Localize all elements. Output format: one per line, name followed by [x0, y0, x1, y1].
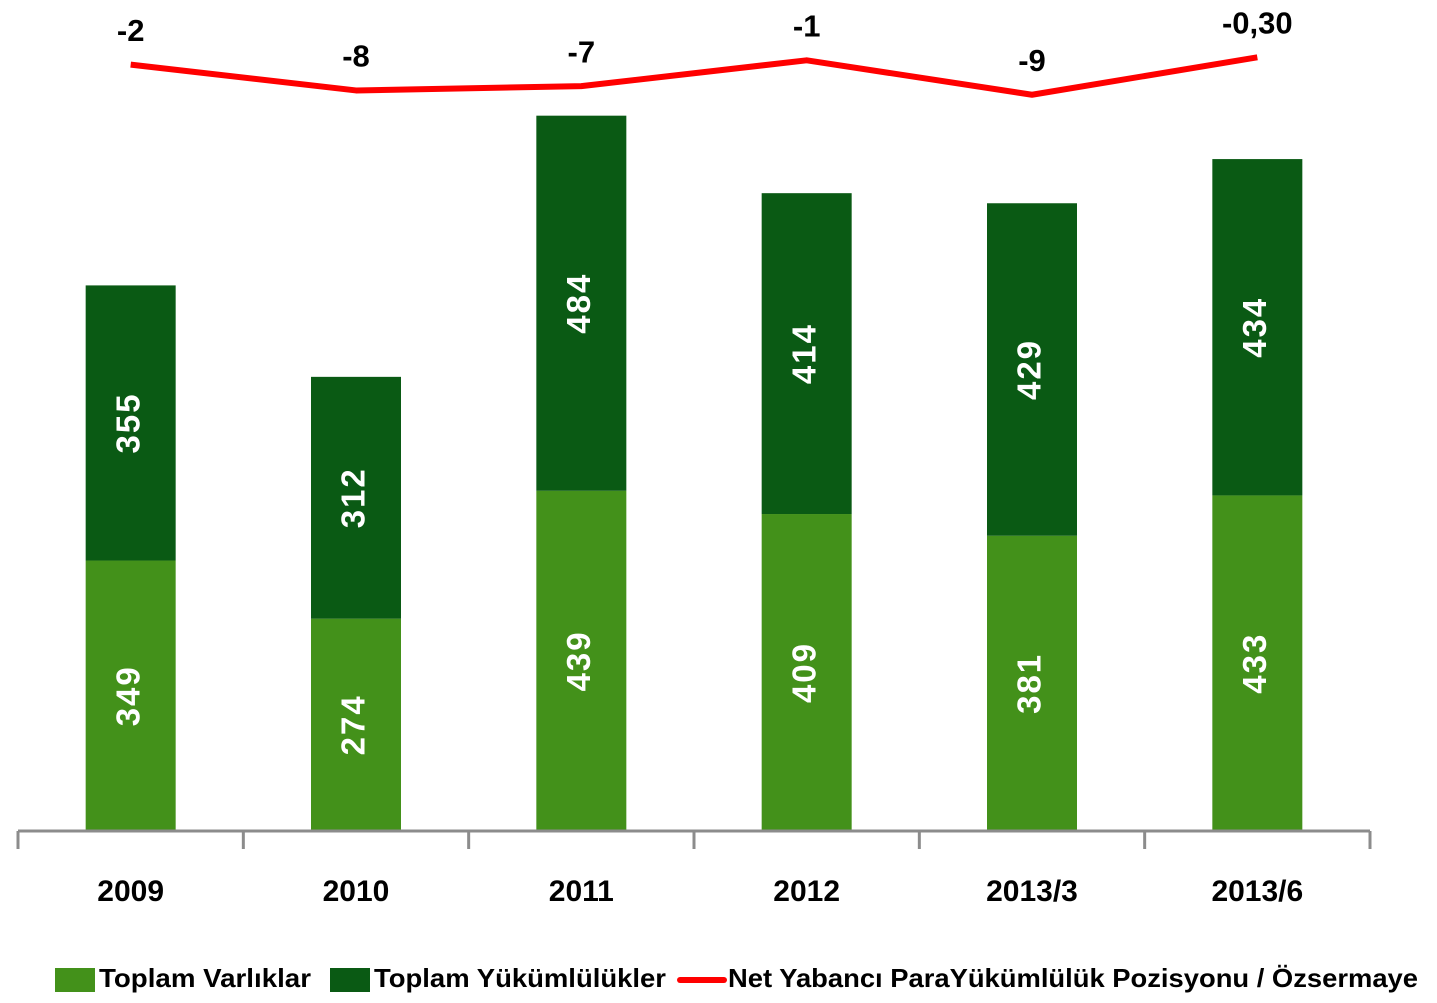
line-label: -0,30: [1222, 5, 1293, 40]
x-tick-label: 2009: [97, 875, 164, 908]
data-label: 381: [1011, 653, 1048, 714]
data-label: 484: [560, 273, 597, 334]
bar-segment: [536, 490, 627, 831]
data-label: 434: [1236, 297, 1273, 358]
x-tick-label: 2011: [549, 875, 614, 908]
line-label: -1: [793, 8, 821, 43]
bar-segment: [987, 535, 1077, 831]
line-label: -2: [117, 13, 145, 48]
bar-segment: [987, 203, 1077, 536]
bar-segment: [85, 285, 176, 561]
legend-swatch: [330, 968, 370, 992]
data-label: 414: [785, 323, 822, 384]
x-tick-label: 2013/6: [1211, 875, 1303, 908]
bar-segment: [85, 560, 176, 831]
line-label: -9: [1018, 43, 1046, 78]
x-tick-label: 2013/3: [986, 875, 1078, 908]
line-label: -8: [342, 39, 370, 74]
legend-label: Toplam Varlıklar: [99, 963, 311, 993]
data-label: 439: [560, 630, 597, 691]
data-label: 409: [785, 642, 822, 703]
data-label: 349: [109, 665, 146, 726]
bar-segment: [311, 376, 401, 619]
data-label: 433: [1236, 633, 1273, 694]
bar-segment: [1212, 159, 1303, 496]
legend-swatch: [55, 968, 95, 992]
legend-label: Net Yabancı ParaYükümlülük Pozisyonu / Ö…: [728, 963, 1418, 993]
line-series: [130, 54, 1258, 98]
x-tick-label: 2010: [323, 875, 390, 908]
data-label: 274: [335, 694, 372, 755]
x-tick-label: 2012: [773, 875, 840, 908]
bar-segment: [536, 115, 627, 491]
bar-segment: [1212, 495, 1303, 831]
bar-segment: [761, 514, 852, 831]
data-label: 355: [109, 392, 146, 453]
line-label: -7: [568, 34, 596, 69]
data-label: 429: [1011, 339, 1048, 400]
data-label: 312: [335, 467, 372, 528]
legend-label: Toplam Yükümlülükler: [374, 963, 666, 993]
bar-segment: [761, 193, 852, 515]
bar-segment: [311, 618, 401, 831]
